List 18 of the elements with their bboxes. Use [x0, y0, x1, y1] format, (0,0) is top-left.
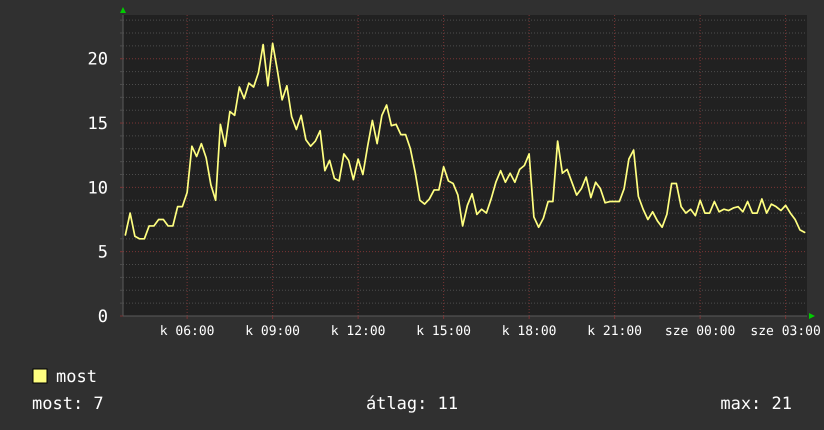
y-tick-label: 10 [88, 178, 108, 198]
y-tick-label: 0 [98, 306, 108, 327]
x-tick-label: k 21:00 [587, 324, 642, 339]
legend-label: most [56, 367, 97, 387]
x-tick-label: k 12:00 [330, 324, 386, 339]
text: most: 7 [32, 394, 104, 414]
y-tick-label: 20 [88, 50, 108, 70]
x-tick-label: sze 00:00 [664, 324, 736, 339]
x-tick-label: k 09:00 [245, 324, 300, 339]
y-tick-label: 5 [98, 242, 108, 263]
line-series [124, 42, 806, 240]
x-tick-label: sze 03:00 [750, 324, 821, 339]
y-tick-label: 15 [88, 114, 108, 134]
x-tick-label: k 06:00 [160, 324, 215, 339]
text: max: 21 [720, 394, 792, 414]
x-tick-label: k 18:00 [502, 324, 557, 339]
text: átlag: 11 [366, 394, 458, 414]
x-tick-label: k 15:00 [416, 324, 472, 339]
